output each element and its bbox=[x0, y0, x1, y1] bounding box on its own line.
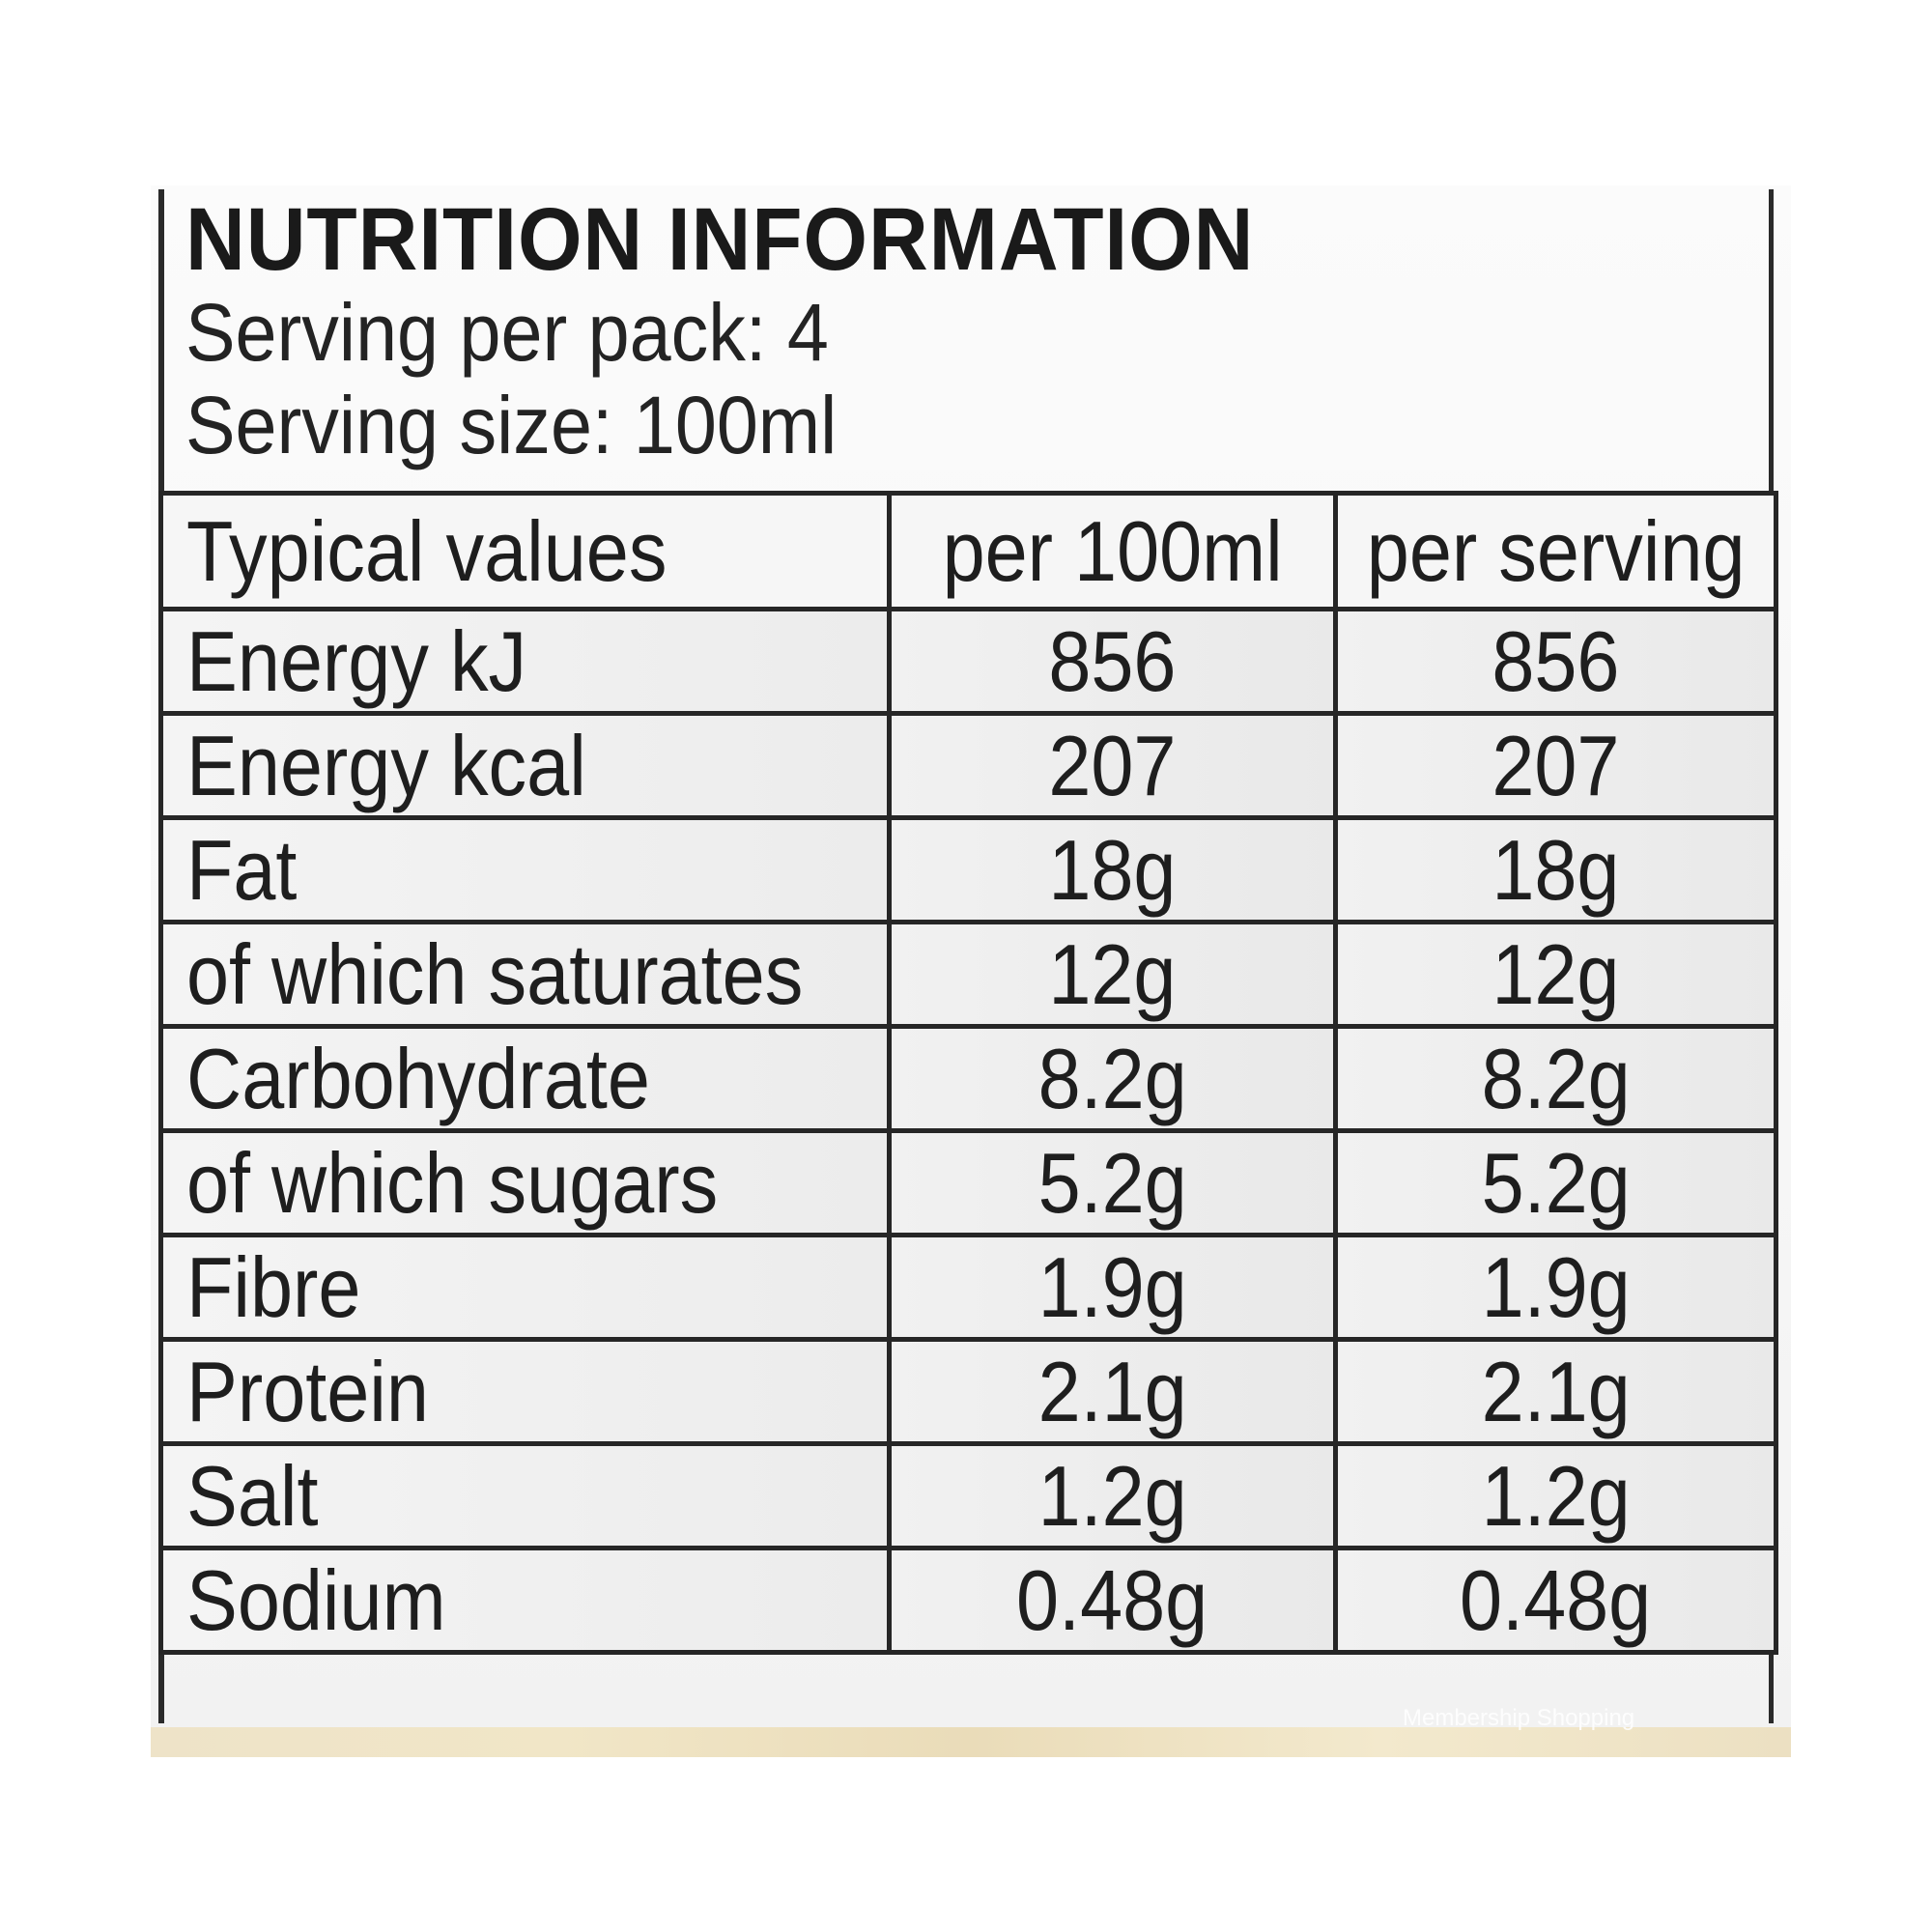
nutrient-name: Protein bbox=[158, 1337, 892, 1446]
nutrient-name: of which saturates bbox=[158, 920, 892, 1029]
value-per-100ml: 8.2g bbox=[887, 1024, 1338, 1133]
value-per-100ml: 5.2g bbox=[887, 1128, 1338, 1237]
table-row: of which sugars 5.2g 5.2g bbox=[158, 1128, 1778, 1237]
nutrient-name: Fibre bbox=[158, 1233, 892, 1342]
label-bottom-edge bbox=[151, 1727, 1791, 1757]
nutrient-name: Fat bbox=[158, 815, 892, 924]
value-per-serving: 207 bbox=[1333, 711, 1778, 820]
value-per-serving: 8.2g bbox=[1333, 1024, 1778, 1133]
label-header: NUTRITION INFORMATION Serving per pack: … bbox=[185, 193, 1750, 471]
value-per-serving: 12g bbox=[1333, 920, 1778, 1029]
value-per-100ml: 2.1g bbox=[887, 1337, 1338, 1446]
value-per-serving: 2.1g bbox=[1333, 1337, 1778, 1446]
column-header-per-100ml: per 100ml bbox=[887, 491, 1338, 611]
value-per-100ml: 0.48g bbox=[887, 1546, 1338, 1655]
table-row: Energy kcal 207 207 bbox=[158, 711, 1778, 820]
value-per-100ml: 18g bbox=[887, 815, 1338, 924]
watermark: Membership Shopping bbox=[1403, 1705, 1635, 1731]
value-per-serving: 1.9g bbox=[1333, 1233, 1778, 1342]
value-per-serving: 18g bbox=[1333, 815, 1778, 924]
nutrient-name: Carbohydrate bbox=[158, 1024, 892, 1133]
value-per-100ml: 12g bbox=[887, 920, 1338, 1029]
value-per-100ml: 1.2g bbox=[887, 1441, 1338, 1550]
column-header-typical-values: Typical values bbox=[158, 491, 892, 611]
value-per-serving: 1.2g bbox=[1333, 1441, 1778, 1550]
table-row: Carbohydrate 8.2g 8.2g bbox=[158, 1024, 1778, 1133]
table-row: Sodium 0.48g 0.48g bbox=[158, 1546, 1778, 1655]
servings-per-pack: Serving per pack: 4 bbox=[185, 287, 829, 378]
table-header-row: Typical values per 100ml per serving bbox=[158, 491, 1778, 611]
table-row: Fibre 1.9g 1.9g bbox=[158, 1233, 1778, 1342]
nutrient-name: Energy kJ bbox=[158, 607, 892, 716]
table-row: Energy kJ 856 856 bbox=[158, 607, 1778, 716]
serving-size: Serving size: 100ml bbox=[185, 380, 838, 470]
table-row: Fat 18g 18g bbox=[158, 815, 1778, 924]
value-per-serving: 5.2g bbox=[1333, 1128, 1778, 1237]
value-per-serving: 0.48g bbox=[1333, 1546, 1778, 1655]
table-row: Salt 1.2g 1.2g bbox=[158, 1441, 1778, 1550]
value-per-serving: 856 bbox=[1333, 607, 1778, 716]
nutrient-name: Salt bbox=[158, 1441, 892, 1550]
nutrition-title: NUTRITION INFORMATION bbox=[185, 190, 1255, 289]
table-row: of which saturates 12g 12g bbox=[158, 920, 1778, 1029]
table-row: Protein 2.1g 2.1g bbox=[158, 1337, 1778, 1446]
column-header-per-serving: per serving bbox=[1333, 491, 1778, 611]
nutrition-table: Typical values per 100ml per serving Ene… bbox=[158, 491, 1778, 1655]
nutrient-name: Energy kcal bbox=[158, 711, 892, 820]
value-per-100ml: 1.9g bbox=[887, 1233, 1338, 1342]
value-per-100ml: 207 bbox=[887, 711, 1338, 820]
nutrient-name: Sodium bbox=[158, 1546, 892, 1655]
value-per-100ml: 856 bbox=[887, 607, 1338, 716]
nutrient-name: of which sugars bbox=[158, 1128, 892, 1237]
